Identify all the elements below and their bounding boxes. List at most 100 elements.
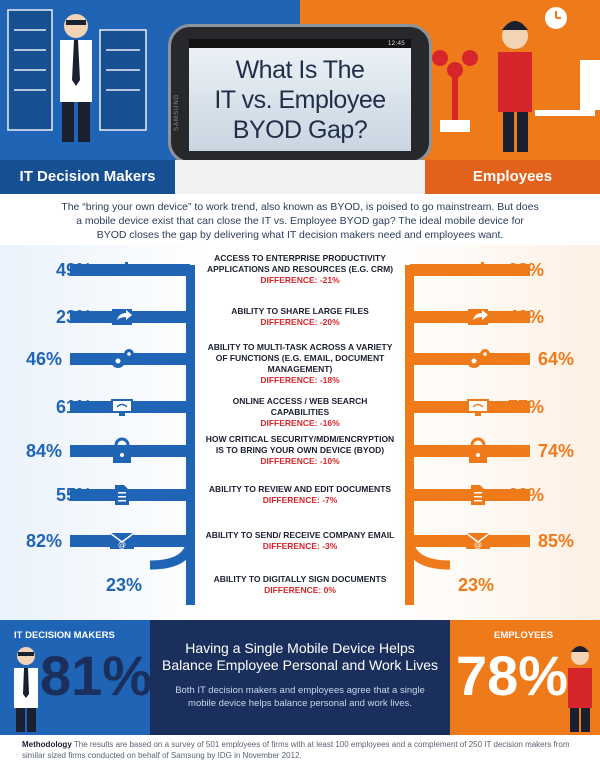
- metric-label: ACCESS TO ENTERPRISE PRODUCTIVITY APPLIC…: [206, 253, 394, 274]
- wifi-monitor-icon: [467, 399, 489, 416]
- it-balance-value: 81%: [40, 644, 153, 707]
- employee-arm-curve: [405, 543, 451, 570]
- clock-icon: [545, 7, 567, 29]
- share-arrow-icon: [112, 309, 132, 325]
- metric-difference: DIFFERENCE: -3%: [262, 541, 338, 551]
- employee-stem: [405, 265, 414, 605]
- employee-person-icon: [498, 21, 532, 152]
- employee-percentage: 62%: [508, 485, 545, 505]
- metric-difference: DIFFERENCE: -10%: [260, 456, 340, 466]
- document-icon: [115, 485, 129, 505]
- employee-balance-panel: EMPLOYEES 78%: [450, 620, 600, 735]
- page-title: What Is The IT vs. Employee BYOD Gap?: [189, 55, 411, 145]
- employee-balance-caption: EMPLOYEES: [494, 630, 554, 641]
- methodology-text: The results are based on a survey of 501…: [22, 740, 570, 760]
- comparison-section: @ @ ACCESS TO ENTERPRISE PRODUCTIVITY APP…: [0, 245, 600, 620]
- envelope-icon: @: [465, 532, 491, 549]
- phone-screen: 12:45 What Is The IT vs. Employee BYOD G…: [189, 39, 411, 151]
- it-balance-caption: IT DECISION MAKERS: [14, 630, 115, 641]
- it-percentage: 23%: [105, 575, 142, 595]
- title-line-1: What Is The: [235, 56, 365, 84]
- it-percentage: 49%: [55, 260, 92, 280]
- intro-text: The “bring your own device” to work tren…: [61, 201, 539, 241]
- phone-brand: SAMSUNG: [174, 93, 180, 131]
- it-percentage: 84%: [25, 441, 62, 461]
- metric-item: ABILITY TO SHARE LARGE FILES DIFFERENCE: …: [205, 306, 395, 328]
- balance-description: Both IT decision makers and employees ag…: [175, 685, 425, 709]
- metric-difference: DIFFERENCE: -21%: [260, 275, 340, 285]
- employee-person-icon: [568, 646, 592, 732]
- balance-section: IT DECISION MAKERS 81% Having a Single M…: [0, 620, 600, 735]
- balance-title: Having a Single Mobile Device Helps Bala…: [161, 640, 438, 673]
- metric-difference: DIFFERENCE: -20%: [260, 317, 340, 327]
- it-person-icon: [60, 14, 92, 142]
- employee-balance-value: 78%: [456, 644, 569, 707]
- bookshelf-shape: [580, 60, 600, 110]
- it-percentage: 55%: [55, 485, 92, 505]
- metric-difference: DIFFERENCE: -16%: [260, 418, 340, 428]
- metric-label: ABILITY TO DIGITALLY SIGN DOCUMENTS: [213, 574, 387, 584]
- employee-percentage: 77%: [508, 397, 545, 417]
- methodology-heading: Methodology: [22, 740, 72, 749]
- header-illustration: [7, 7, 600, 152]
- metric-label: ABILITY TO SEND/ RECEIVE COMPANY EMAIL: [205, 530, 395, 540]
- comparison-graphics: @ @: [70, 262, 530, 605]
- padlock-icon: [469, 437, 487, 463]
- employee-arm: [410, 264, 530, 276]
- it-percentage: 82%: [25, 531, 62, 551]
- wifi-monitor-icon: [111, 399, 133, 416]
- bar-chart-icon: [471, 262, 484, 276]
- it-percentage: 23%: [55, 307, 92, 327]
- it-arm: [70, 489, 190, 501]
- metric-item: ACCESS TO ENTERPRISE PRODUCTIVITY APPLIC…: [205, 253, 395, 286]
- share-arrow-icon: [468, 309, 488, 325]
- envelope-icon: @: [109, 532, 135, 549]
- balance-info-panel: Having a Single Mobile Device Helps Bala…: [150, 620, 450, 735]
- plant-icon: [432, 50, 478, 132]
- padlock-icon: [113, 437, 131, 463]
- metric-item: ABILITY TO DIGITALLY SIGN DOCUMENTS DIFFE…: [205, 574, 395, 596]
- it-percentage: 46%: [25, 349, 62, 369]
- metric-label: HOW CRITICAL SECURITY/MDM/ENCRYPTION IS …: [205, 434, 395, 455]
- employee-arm: [410, 489, 530, 501]
- employee-percentage: 23%: [458, 575, 495, 595]
- it-percentage: 61%: [55, 397, 92, 417]
- title-line-3: BYOD Gap?: [232, 116, 368, 144]
- it-stem: [186, 265, 195, 605]
- metric-label: ABILITY TO SHARE LARGE FILES: [231, 306, 369, 316]
- metric-label: ONLINE ACCESS / WEB SEARCH CAPABILITIES: [232, 396, 368, 417]
- metric-item: ABILITY TO SEND/ RECEIVE COMPANY EMAIL DI…: [205, 530, 395, 552]
- metric-item: ABILITY TO REVIEW AND EDIT DOCUMENTS DIFF…: [205, 484, 395, 506]
- metric-item: HOW CRITICAL SECURITY/MDM/ENCRYPTION IS …: [205, 434, 395, 467]
- gears-icon: [111, 349, 134, 368]
- it-arm: [70, 264, 190, 276]
- methodology-note: Methodology The results are based on a s…: [22, 739, 587, 761]
- bar-chart-icon: [115, 262, 128, 276]
- it-arm: [70, 353, 190, 365]
- employees-label: Employees: [425, 160, 600, 194]
- it-arm-curve: [149, 543, 195, 570]
- smartphone: 12:45 What Is The IT vs. Employee BYOD G…: [168, 24, 432, 160]
- svg-text:@: @: [474, 540, 482, 549]
- metric-item: ABILITY TO MULTI-TASK ACROSS A VARIETY O…: [205, 342, 395, 386]
- gears-icon: [467, 349, 490, 368]
- employee-percentage: 85%: [538, 531, 575, 551]
- employee-percentage: 74%: [538, 441, 575, 461]
- title-line-2: IT vs. Employee: [214, 86, 386, 114]
- metric-difference: DIFFERENCE: -7%: [262, 495, 338, 505]
- metric-label: ABILITY TO MULTI-TASK ACROSS A VARIETY O…: [207, 342, 393, 374]
- header-banner: 12:45 What Is The IT vs. Employee BYOD G…: [0, 0, 600, 160]
- desk-shape: [535, 110, 595, 116]
- it-decision-makers-label: IT Decision Makers: [0, 160, 175, 194]
- metric-label: ABILITY TO REVIEW AND EDIT DOCUMENTS: [208, 484, 392, 494]
- metric-difference: DIFFERENCE: 0%: [264, 585, 336, 595]
- metric-item: ONLINE ACCESS / WEB SEARCH CAPABILITIES D…: [205, 396, 395, 429]
- employee-percentage: 43%: [508, 307, 545, 327]
- it-balance-panel: IT DECISION MAKERS 81%: [0, 620, 153, 735]
- svg-text:@: @: [118, 540, 126, 549]
- metric-difference: DIFFERENCE: -18%: [260, 375, 340, 385]
- document-icon: [471, 485, 485, 505]
- server-rack-icon: [7, 9, 147, 131]
- employee-percentage: 64%: [538, 349, 575, 369]
- phone-status-bar: 12:45: [189, 39, 411, 48]
